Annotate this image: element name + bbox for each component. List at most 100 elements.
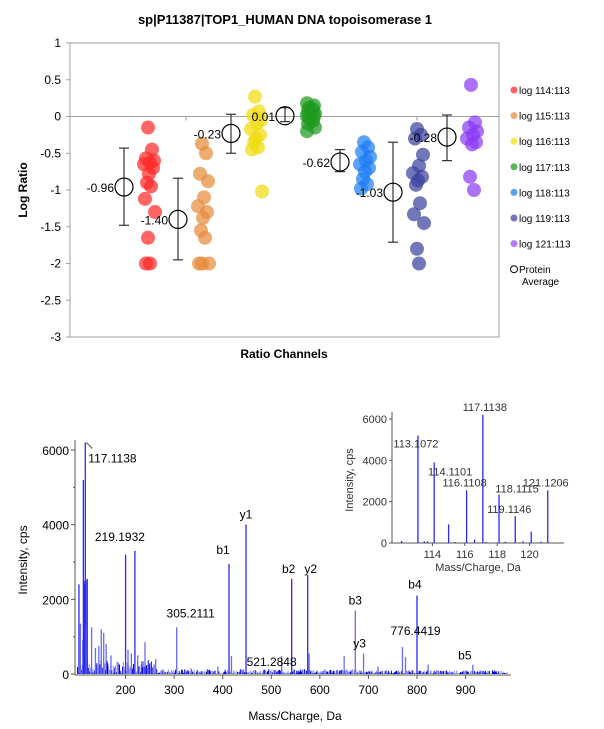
inset-peak-annotation: 117.1138 (463, 402, 507, 414)
legend-dot-icon (510, 112, 518, 120)
x-tick-label: 400 (213, 683, 233, 697)
data-point (300, 124, 314, 139)
x-axis-label: Ratio Channels (240, 347, 328, 361)
data-point (141, 230, 155, 245)
legend-label: log 121:113 (519, 240, 571, 251)
y-tick-label: -0.5 (40, 146, 61, 160)
legend-dot-icon (510, 240, 518, 248)
data-point (417, 216, 431, 231)
data-point (144, 179, 158, 194)
average-label: -1.40 (141, 213, 169, 227)
series-log-116-113: -0.23 (194, 89, 269, 199)
data-point (139, 256, 153, 271)
data-point (412, 256, 426, 271)
protein-average-marker (114, 177, 134, 197)
inset-peak-annotation: 119.1146 (487, 504, 531, 516)
peak-annotation: y3 (353, 636, 366, 650)
data-point (199, 146, 213, 161)
y-tick-label: -1.5 (40, 220, 61, 234)
inset-x-tick-label: 118 (488, 549, 506, 561)
protein-average-marker (383, 182, 403, 202)
mass-spectrum-chart: Intensity, cps Mass/Charge, Da 020004000… (16, 440, 511, 723)
legend-dot-icon (510, 188, 518, 196)
legend-dot-icon (510, 86, 518, 94)
inset-y-tick-label: 0 (381, 538, 387, 550)
legend-label: Protein (519, 265, 551, 276)
series-log-115-113: -1.40 (141, 136, 216, 271)
inset-y-tick-label: 6000 (363, 414, 387, 426)
x-tick-label: 200 (116, 683, 136, 697)
data-point (409, 177, 423, 192)
peak-annotation: 305.2111 (167, 606, 216, 620)
protein-average-marker (275, 106, 295, 126)
data-point (408, 131, 422, 146)
y-tick-label: 0 (62, 668, 69, 682)
inset-axis-ticks: 0 2000 4000 6000 114 116 118 120 (363, 414, 539, 561)
inset-peaks-group (400, 414, 549, 543)
x-axis-label: Mass/Charge, Da (248, 709, 342, 723)
inset-y-axis-label: Intensity, cps (344, 448, 356, 512)
average-label: -0.28 (410, 131, 438, 145)
inset-peak-annotation: 114.1101 (428, 466, 472, 478)
average-label: -1.03 (356, 186, 384, 200)
data-point (410, 241, 424, 256)
y-tick-label: 6000 (42, 444, 69, 458)
average-label: 0.01 (252, 110, 276, 124)
legend-label: log 119:113 (519, 214, 570, 225)
data-point (201, 174, 215, 189)
average-label: -0.62 (303, 156, 331, 170)
legend-open-circle-icon (510, 265, 518, 274)
series-log-119-113: -1.03 (356, 121, 431, 271)
series-log-121-113: -0.28 (410, 77, 484, 197)
x-tick-label: 700 (358, 683, 378, 697)
data-point (463, 169, 477, 184)
peak-annotation: 776.4419 (390, 624, 440, 638)
chart-title: sp|P11387|TOP1_HUMAN DNA topoisomerase 1 (138, 12, 432, 27)
inset-x-tick-label: 116 (456, 549, 474, 561)
legend-label-line2: Average (522, 277, 560, 288)
series-log-114-113: -0.96 (87, 120, 162, 271)
inset-peak-annotation: 121.1206 (523, 477, 569, 489)
protein-average-marker (330, 152, 350, 172)
inset-y-tick-label: 4000 (363, 455, 387, 467)
data-point (148, 205, 162, 220)
peak-annotations: 117.1138 219.1932 305.2111 521.2848 776.4419… (85, 442, 472, 669)
peak-annotation: 521.2848 (247, 655, 297, 669)
legend-label: log 116:113 (519, 137, 570, 148)
plot-area-frame (69, 42, 500, 338)
peak-annotation: b4 (408, 578, 422, 592)
y-tick-label: 1 (54, 36, 61, 50)
average-label: -0.23 (194, 127, 222, 141)
data-point (195, 256, 209, 271)
inset-y-tick-label: 2000 (363, 497, 387, 509)
data-point (141, 120, 155, 135)
legend-label: log 117:113 (519, 163, 570, 174)
y-tick-label: 4000 (42, 519, 69, 533)
axis-ticks: 0 2000 4000 6000 200 300 400 500 600 700 800 900 (42, 444, 476, 697)
data-point (354, 181, 368, 196)
data-point (198, 230, 212, 245)
inset-peak-annotation: 113.1072 (393, 439, 438, 451)
legend-label: log 118:113 (519, 188, 570, 199)
inset-peak-annotation: 116.1108 (442, 477, 486, 489)
series-log-117-113: 0.01 (252, 96, 322, 139)
y-axis-label: Intensity, cps (16, 525, 30, 594)
average-label: -0.96 (87, 181, 115, 195)
inset-x-axis-label: Mass/Charge, Da (435, 562, 521, 574)
y-tick-label: -1 (50, 183, 61, 197)
annotation-leader-line (85, 442, 93, 449)
data-point (248, 89, 262, 104)
x-tick-label: 900 (456, 683, 476, 697)
protein-average-marker (437, 127, 457, 147)
data-point (255, 184, 269, 199)
y-axis-label: Log Ratio (16, 162, 30, 217)
data-point (413, 196, 427, 211)
y-tick-label: -3 (50, 330, 61, 344)
x-tick-label: 500 (261, 683, 281, 697)
legend: log 114:113 log 115:113 log 116:113 log 117… (510, 86, 571, 288)
peak-annotation: 219.1932 (95, 530, 145, 544)
reporter-ion-inset-chart: Intensity, cps Mass/Charge, Da 0 2000 4000… (344, 402, 569, 574)
peak-annotation: y1 (240, 508, 253, 522)
